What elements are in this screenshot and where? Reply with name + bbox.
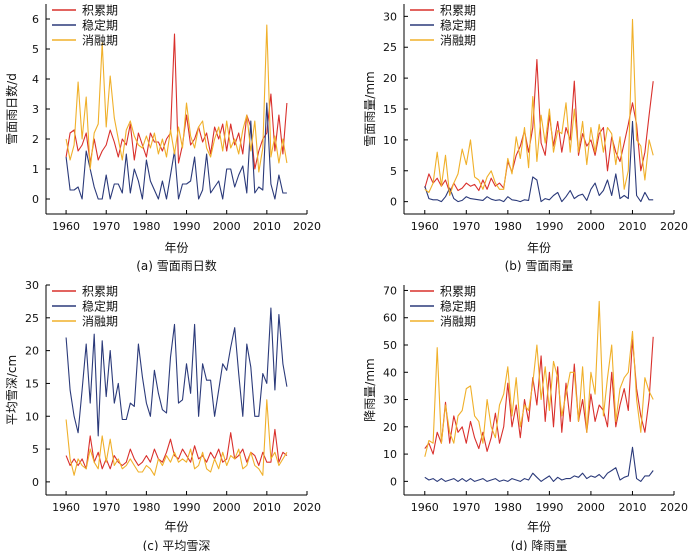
legend-label-melting: 消融期 xyxy=(440,34,476,48)
x-tick-label: 2010 xyxy=(253,501,281,514)
series-line-stable xyxy=(424,120,654,203)
y-axis-label: 雪面雨日数/d xyxy=(4,73,19,145)
panel-a-snow-rain-days: 1960 1970 1980 1990 2000 2010 2020 0 1 2 3 4 5 6 积累期稳定… xyxy=(4,4,321,274)
y-tick-label: 3 xyxy=(32,103,39,116)
y-tick-label: 25 xyxy=(25,312,39,325)
x-tick-label: 1970 xyxy=(92,501,120,514)
series-line-melting xyxy=(65,399,288,476)
x-tick-label: 2020 xyxy=(660,220,688,233)
x-tick-label: 1980 xyxy=(132,220,160,233)
y-tick-label: 0 xyxy=(390,475,397,488)
x-tick-label: 2020 xyxy=(660,501,688,514)
legend-label-accumulation: 积累期 xyxy=(82,4,118,18)
x-tick-label: 2010 xyxy=(253,220,281,233)
panel-caption: (c) 平均雪深 xyxy=(143,539,211,551)
x-axis-label: 年份 xyxy=(527,520,551,534)
y-tick-label: 20 xyxy=(25,345,39,358)
series-line-stable xyxy=(424,446,654,482)
series-line-stable xyxy=(65,307,288,437)
y-tick-label: 0 xyxy=(32,193,39,206)
y-tick-label: 30 xyxy=(25,279,39,292)
x-tick-label: 2020 xyxy=(293,220,321,233)
legend-label-melting: 消融期 xyxy=(440,315,476,329)
y-tick-label: 30 xyxy=(383,10,397,23)
legend-label-accumulation: 积累期 xyxy=(440,285,476,299)
x-tick-label: 1980 xyxy=(132,501,160,514)
x-tick-label: 2010 xyxy=(618,501,646,514)
x-tick-label: 1980 xyxy=(494,220,522,233)
x-tick-label: 1990 xyxy=(173,220,201,233)
y-tick-label: 10 xyxy=(383,448,397,461)
y-tick-label: 10 xyxy=(383,134,397,147)
series-line-melting xyxy=(65,24,288,173)
legend-label-accumulation: 积累期 xyxy=(440,4,476,18)
legend-label-stable: 稳定期 xyxy=(440,18,476,33)
y-tick-label: 0 xyxy=(390,196,397,209)
y-tick-label: 30 xyxy=(383,394,397,407)
legend-label-accumulation: 积累期 xyxy=(82,285,118,299)
y-tick-label: 40 xyxy=(383,366,397,379)
x-tick-label: 2020 xyxy=(293,501,321,514)
series-line-melting xyxy=(424,18,654,197)
panel-caption: (d) 降雨量 xyxy=(511,539,568,551)
panel-b-snow-rain-amount: 1960 1970 1980 1990 2000 2010 2020 0 5 10 15 20 25 30… xyxy=(363,4,688,274)
x-tick-label: 1970 xyxy=(452,220,480,233)
x-tick-label: 1970 xyxy=(452,501,480,514)
x-axis-label: 年份 xyxy=(527,241,551,255)
y-tick-label: 15 xyxy=(25,377,39,390)
y-tick-label: 6 xyxy=(32,13,39,26)
series-line-stable xyxy=(65,102,287,200)
legend-label-stable: 稳定期 xyxy=(82,299,118,314)
series-line-melting xyxy=(424,300,654,457)
y-tick-label: 4 xyxy=(32,73,39,86)
series-line-accumulation xyxy=(424,59,654,193)
x-tick-label: 2000 xyxy=(577,501,605,514)
y-axis-label: 雪面雨量/mm xyxy=(363,71,377,146)
y-axis-label: 降雨量/mm xyxy=(363,358,377,421)
x-tick-label: 1990 xyxy=(535,220,563,233)
y-tick-label: 20 xyxy=(383,72,397,85)
x-tick-label: 1960 xyxy=(52,501,80,514)
y-axis-label: 平均雪深/cm xyxy=(5,355,19,425)
x-tick-label: 2010 xyxy=(618,220,646,233)
y-tick-label: 60 xyxy=(383,312,397,325)
y-tick-label: 50 xyxy=(383,339,397,352)
x-tick-label: 2000 xyxy=(213,220,241,233)
x-axis-label: 年份 xyxy=(164,520,188,534)
y-tick-label: 0 xyxy=(32,476,39,489)
y-tick-label: 20 xyxy=(383,421,397,434)
x-tick-label: 1960 xyxy=(411,220,439,233)
y-tick-label: 5 xyxy=(32,43,39,56)
panel-caption: (b) 雪面雨量 xyxy=(505,259,574,273)
x-axis-label: 年份 xyxy=(164,241,188,255)
panel-c-mean-snow-depth: 1960 1970 1980 1990 2000 2010 2020 0 5 10 15 20 25 30… xyxy=(5,279,321,551)
legend-label-melting: 消融期 xyxy=(82,34,118,48)
y-tick-label: 5 xyxy=(390,165,397,178)
legend-label-melting: 消融期 xyxy=(82,315,118,329)
x-tick-label: 1980 xyxy=(494,501,522,514)
x-tick-label: 1960 xyxy=(411,501,439,514)
y-tick-label: 70 xyxy=(383,284,397,297)
x-tick-label: 1990 xyxy=(535,501,563,514)
panel-d-rainfall: 1960 1970 1980 1990 2000 2010 2020 0 10 20 30 40 50 6… xyxy=(363,284,688,551)
y-tick-label: 1 xyxy=(32,163,39,176)
y-tick-label: 2 xyxy=(32,133,39,146)
y-tick-label: 15 xyxy=(383,103,397,116)
y-tick-label: 10 xyxy=(25,410,39,423)
x-tick-label: 2000 xyxy=(213,501,241,514)
x-tick-label: 2000 xyxy=(577,220,605,233)
legend-label-stable: 稳定期 xyxy=(82,18,118,33)
x-tick-label: 1990 xyxy=(173,501,201,514)
x-tick-label: 1970 xyxy=(92,220,120,233)
legend-label-stable: 稳定期 xyxy=(440,299,476,314)
x-tick-label: 1960 xyxy=(52,220,80,233)
y-tick-label: 5 xyxy=(32,443,39,456)
y-tick-label: 25 xyxy=(383,41,397,54)
panel-caption: (a) 雪面雨日数 xyxy=(136,258,217,273)
